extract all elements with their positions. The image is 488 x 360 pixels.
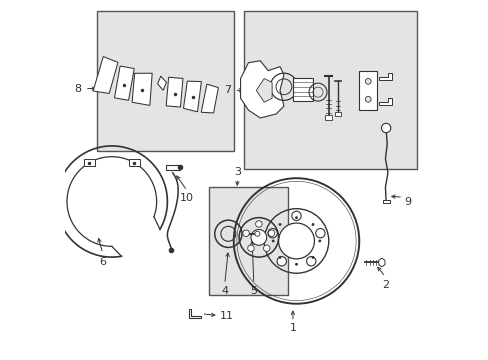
Circle shape [294, 216, 297, 219]
Circle shape [294, 263, 297, 266]
Text: 5: 5 [250, 286, 257, 296]
Circle shape [278, 256, 281, 259]
Circle shape [271, 239, 274, 242]
Circle shape [278, 223, 281, 226]
Polygon shape [157, 76, 166, 90]
Text: 7: 7 [224, 85, 230, 95]
Text: 9: 9 [403, 197, 410, 207]
Bar [359, 71, 376, 110]
Polygon shape [240, 61, 284, 118]
Circle shape [267, 229, 277, 238]
Circle shape [311, 223, 314, 226]
Polygon shape [114, 66, 134, 100]
Text: 11: 11 [219, 311, 233, 320]
Text: 1: 1 [289, 323, 296, 333]
Circle shape [315, 229, 325, 238]
Text: 3: 3 [233, 167, 240, 177]
Polygon shape [183, 81, 201, 112]
Bar [334, 112, 340, 116]
Circle shape [250, 229, 266, 245]
Circle shape [365, 96, 370, 102]
Text: 2: 2 [381, 280, 388, 291]
Circle shape [365, 78, 370, 84]
Bar [84, 159, 95, 166]
Text: 10: 10 [180, 193, 194, 203]
Text: 4: 4 [221, 286, 228, 296]
Text: 6: 6 [99, 257, 106, 267]
Circle shape [381, 123, 390, 133]
Circle shape [277, 257, 286, 266]
Bar [292, 78, 312, 101]
Circle shape [255, 221, 262, 227]
Polygon shape [256, 78, 271, 102]
Circle shape [243, 230, 249, 237]
Polygon shape [201, 84, 218, 113]
Polygon shape [378, 98, 391, 105]
Bar [128, 159, 139, 166]
Polygon shape [166, 77, 183, 107]
Circle shape [263, 245, 269, 251]
Polygon shape [378, 258, 384, 267]
Circle shape [278, 223, 314, 259]
Bar [165, 165, 180, 170]
Circle shape [247, 245, 254, 251]
Circle shape [306, 257, 315, 266]
Polygon shape [378, 73, 391, 80]
Polygon shape [132, 73, 152, 105]
Circle shape [318, 239, 321, 242]
Bar [325, 116, 332, 120]
Bar [244, 12, 416, 169]
Bar [382, 200, 389, 203]
Bar [97, 12, 233, 151]
Circle shape [311, 256, 314, 259]
Circle shape [291, 211, 301, 221]
Bar [208, 187, 287, 295]
Text: 8: 8 [74, 84, 81, 94]
Polygon shape [188, 309, 201, 318]
Circle shape [268, 230, 274, 237]
Circle shape [254, 231, 260, 236]
Polygon shape [93, 57, 118, 94]
